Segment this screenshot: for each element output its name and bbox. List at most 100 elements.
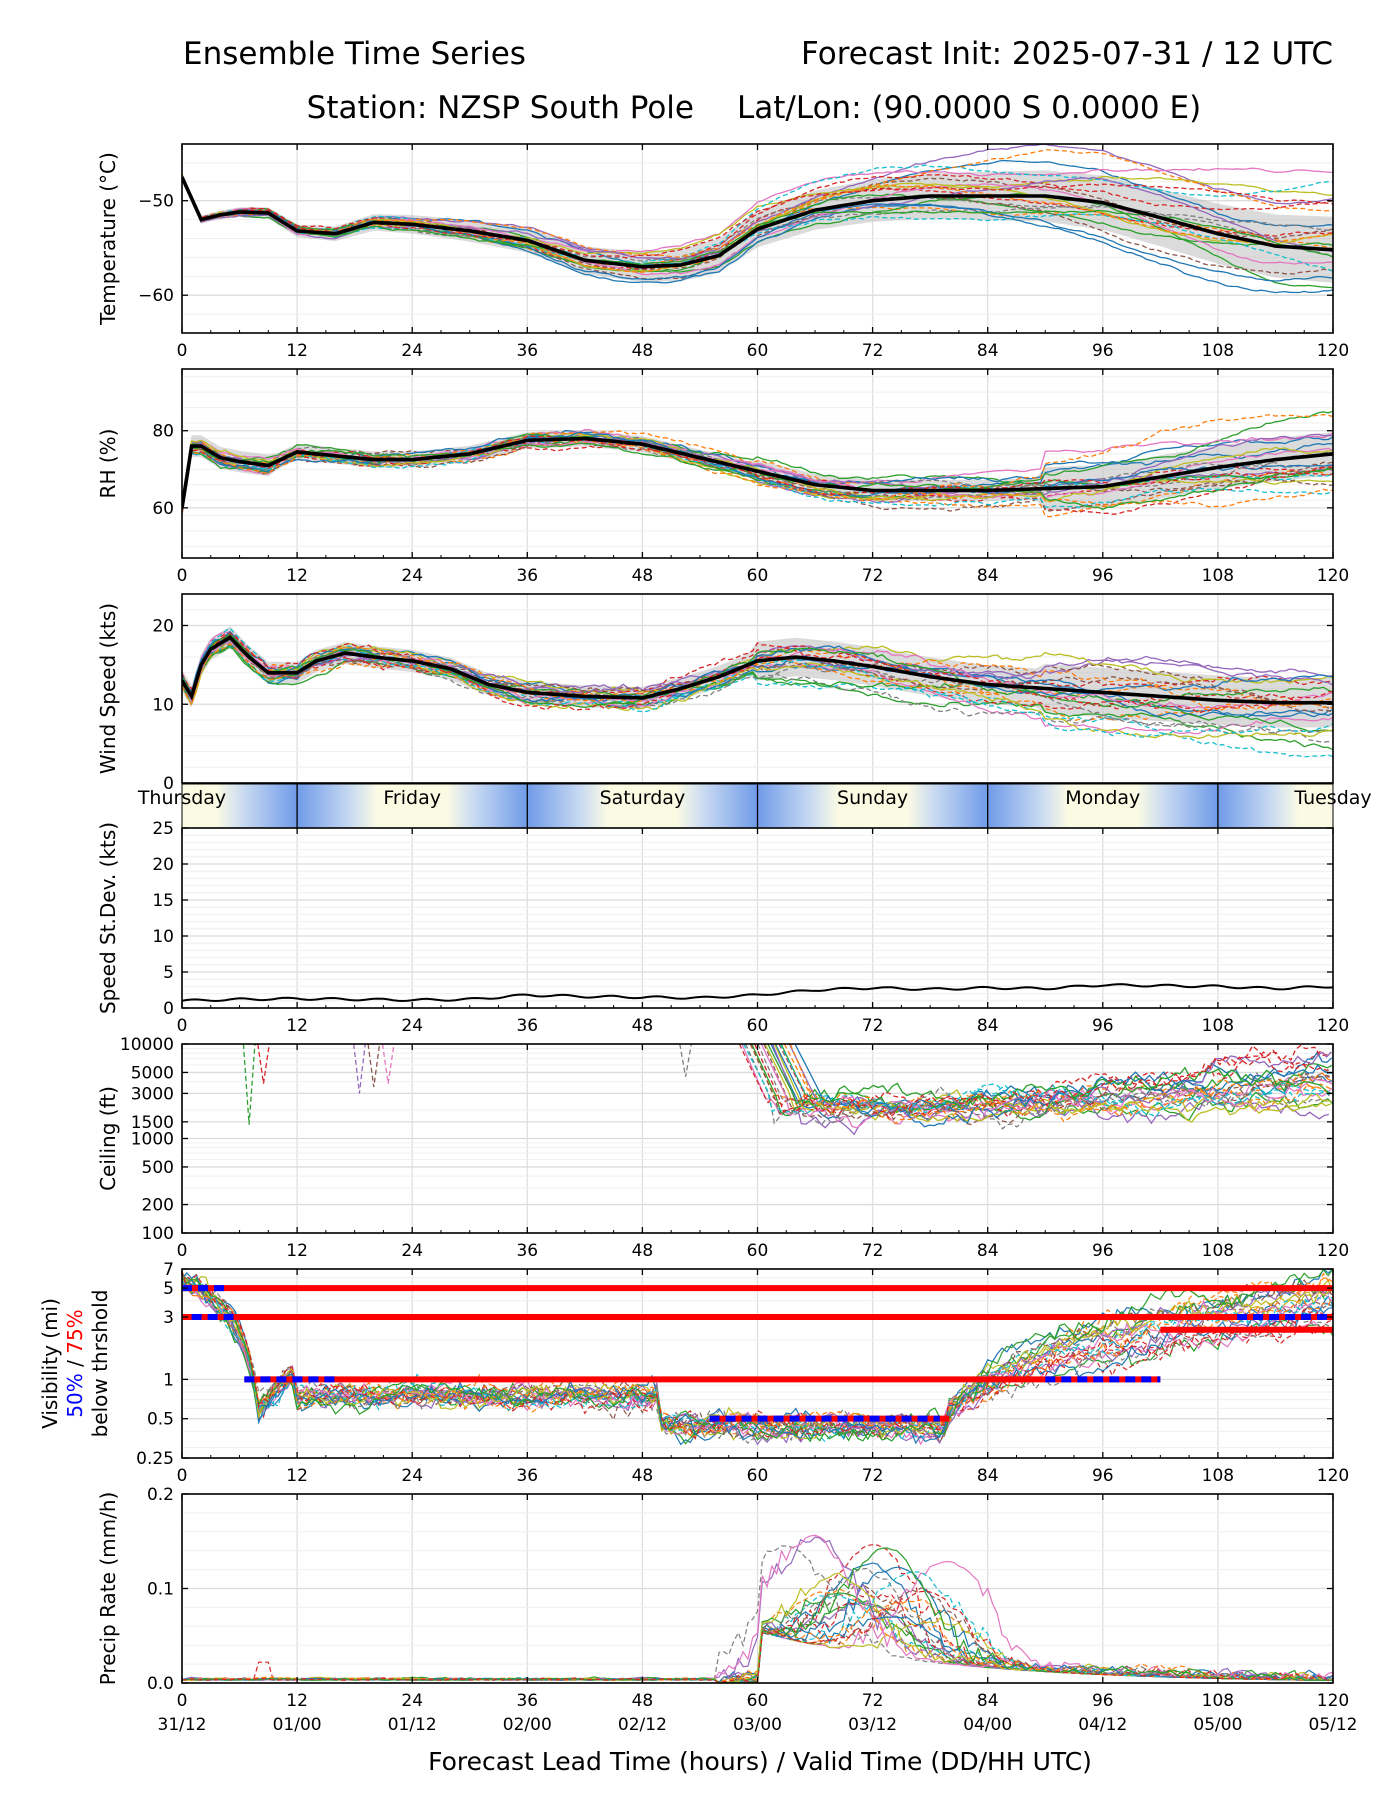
ensemble-member-1 <box>182 429 1333 506</box>
y-tick-label: 0.5 <box>147 1410 174 1430</box>
legend-75pct: 75% <box>63 1309 87 1353</box>
panel-1: −50 −60 0 12 24 36 48 60 72 84 96 108 120 <box>138 143 1349 361</box>
y-tick-label: 10 <box>152 927 174 947</box>
x-tick-label: 12 <box>286 1466 308 1486</box>
ensemble-mean-temperature <box>182 176 1333 269</box>
day-bar-segment <box>757 784 873 828</box>
station-label: Station: NZSP South Pole <box>307 90 694 126</box>
ensemble-member-14 <box>182 631 1333 695</box>
day-bar-segment <box>987 784 1103 828</box>
y-tick-label: 7 <box>163 1260 174 1280</box>
ceiling-dip <box>242 1044 256 1125</box>
ensemble-member-12 <box>182 413 1333 504</box>
day-label-tuesday: Tuesday <box>1293 787 1371 809</box>
visibility-member-24 <box>182 1270 1333 1440</box>
y-tick-label: 5 <box>163 963 174 983</box>
ceiling-member-11 <box>774 1044 1333 1120</box>
x-tick-label: 96 <box>1092 1691 1114 1711</box>
x-tick-label: 96 <box>1092 1016 1114 1036</box>
ceiling-member-8 <box>744 1044 1332 1125</box>
ensemble-member-24 <box>182 435 1333 514</box>
x-axis-title: Forecast Lead Time (hours) / Valid Time … <box>428 1747 1092 1776</box>
y-tick-label: 5 <box>163 1279 174 1299</box>
y-tick-label: 15 <box>152 891 174 911</box>
y-tick-label: 100 <box>142 1224 174 1244</box>
x-tick-label: 60 <box>747 1691 769 1711</box>
day-bar-segment <box>297 784 413 828</box>
y-tick-label: 0 <box>163 999 174 1019</box>
x-tick-label: 12 <box>286 1241 308 1261</box>
x-tick-label: 0 <box>177 341 188 361</box>
y-axis-title-visibility-main: Visibility (mi) <box>38 1298 62 1429</box>
x-tick-label: 96 <box>1092 1466 1114 1486</box>
ensemble-member-10 <box>182 646 1333 758</box>
x-tick-label: 108 <box>1202 1691 1234 1711</box>
y-tick-label: 200 <box>142 1196 174 1216</box>
y-tick-label: 0.25 <box>136 1449 174 1469</box>
ceiling-member-10 <box>779 1044 1332 1114</box>
valid-time-label: 03/12 <box>848 1715 897 1735</box>
y-tick-label: 60 <box>152 499 174 519</box>
day-label-monday: Monday <box>1065 787 1140 809</box>
x-tick-label: 60 <box>747 566 769 586</box>
x-tick-label: 120 <box>1317 1016 1349 1036</box>
x-tick-label: 72 <box>862 341 884 361</box>
ceiling-dip <box>679 1044 692 1077</box>
y-tick-label: −50 <box>138 192 174 212</box>
y-tick-label: 3000 <box>131 1084 174 1104</box>
ceiling-dip <box>257 1044 270 1084</box>
x-tick-label: 24 <box>401 1691 423 1711</box>
x-tick-label: 96 <box>1092 566 1114 586</box>
y-tick-label: 1500 <box>131 1113 174 1133</box>
ceiling-member-24 <box>754 1044 1331 1120</box>
x-tick-label: 12 <box>286 1016 308 1036</box>
x-tick-label: 24 <box>401 1241 423 1261</box>
ceiling-member-21 <box>794 1044 1333 1128</box>
x-tick-label: 60 <box>747 1016 769 1036</box>
x-tick-label: 84 <box>977 566 999 586</box>
x-tick-label: 48 <box>632 1466 654 1486</box>
x-tick-label: 60 <box>747 341 769 361</box>
x-tick-label: 48 <box>632 341 654 361</box>
y-tick-label: 500 <box>142 1158 174 1178</box>
x-tick-label: 108 <box>1202 1016 1234 1036</box>
x-tick-label: 36 <box>516 566 538 586</box>
x-tick-label: 120 <box>1317 341 1349 361</box>
x-tick-label: 84 <box>977 341 999 361</box>
ensemble-member-24 <box>182 632 1333 714</box>
ensemble-mean-wind <box>182 635 1333 705</box>
y-axis-title-wind: Wind Speed (kts) <box>96 603 120 774</box>
ensemble-member-23 <box>182 633 1333 709</box>
ensemble-member-18 <box>182 639 1333 735</box>
x-tick-label: 48 <box>632 566 654 586</box>
x-tick-label: 108 <box>1202 1241 1234 1261</box>
x-tick-label: 0 <box>177 1466 188 1486</box>
panels: −50−600 12 24 36 48 60 72 84 96 108 120Temperature… <box>38 143 1372 1735</box>
x-tick-label: 36 <box>516 1241 538 1261</box>
x-tick-label: 72 <box>862 1691 884 1711</box>
latlon-label: Lat/Lon: (90.0000 S 0.0000 E) <box>737 90 1201 126</box>
ensemble-member-20 <box>182 627 1333 738</box>
x-tick-label: 24 <box>401 1466 423 1486</box>
day-bar: Thursday Friday Saturday Sunday Monday Tuesda… <box>137 783 1372 829</box>
panel-6-series <box>182 1269 1333 1446</box>
x-tick-label: 60 <box>747 1466 769 1486</box>
x-tick-label: 36 <box>516 1466 538 1486</box>
x-tick-label: 96 <box>1092 341 1114 361</box>
panel-1-grid <box>181 143 1334 333</box>
ensemble-member-12 <box>182 149 1333 258</box>
y-axis-title-temperature: Temperature (°C) <box>96 152 120 326</box>
ceiling-member-19 <box>773 1044 1332 1123</box>
panel-7-grid <box>181 1493 1334 1684</box>
x-tick-label: 84 <box>977 1691 999 1711</box>
x-tick-label: 48 <box>632 1691 654 1711</box>
y-axis-title-ceiling: Ceiling (ft) <box>96 1086 120 1191</box>
y-tick-label: 80 <box>152 422 174 442</box>
x-tick-label: 84 <box>977 1466 999 1486</box>
panel-6: 75 3 1 0.5 0.250 12 24 36 48 60 72 84 96 108 120 <box>136 1260 1349 1486</box>
panel-3-frame <box>181 593 1334 784</box>
ensemble-member-23 <box>182 174 1333 266</box>
panel-7: 0.2 0.1 0.0 <box>147 1485 1334 1694</box>
x-tick-label: 84 <box>977 1016 999 1036</box>
